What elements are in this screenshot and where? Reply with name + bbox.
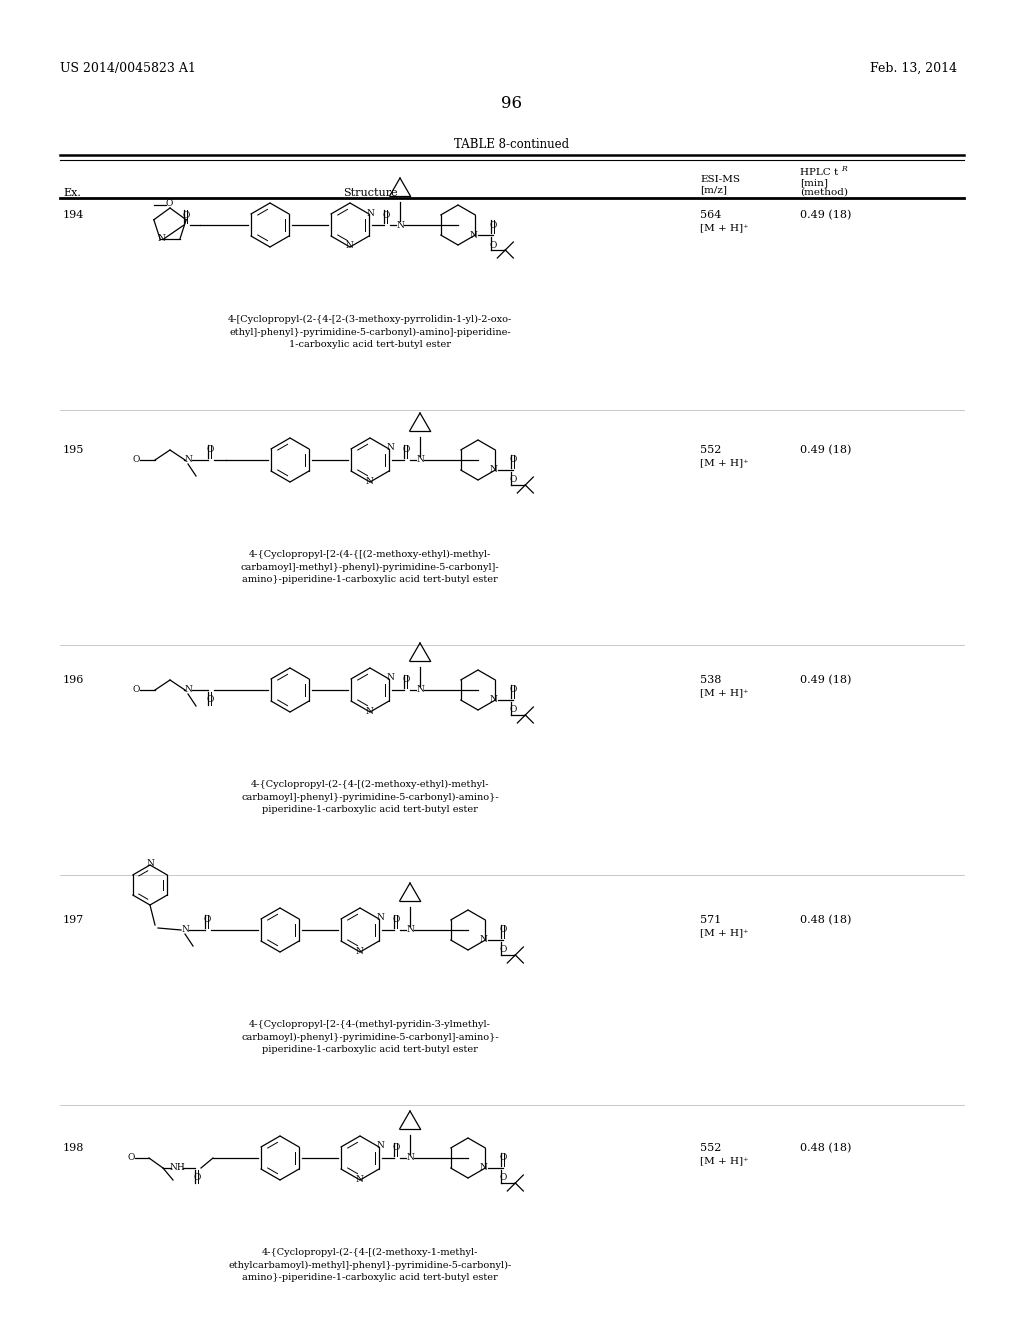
- Text: 194: 194: [63, 210, 84, 220]
- Text: Feb. 13, 2014: Feb. 13, 2014: [870, 62, 957, 75]
- Text: 0.49 (18): 0.49 (18): [800, 675, 851, 685]
- Text: N: N: [386, 444, 394, 453]
- Text: O: O: [510, 685, 517, 694]
- Text: O: O: [165, 199, 173, 209]
- Text: TABLE 8-continued: TABLE 8-continued: [455, 139, 569, 150]
- Text: O: O: [206, 446, 214, 454]
- Text: 198: 198: [63, 1143, 84, 1152]
- Text: O: O: [510, 455, 517, 465]
- Text: [M + H]⁺: [M + H]⁺: [700, 1156, 749, 1166]
- Text: Ex.: Ex.: [63, 187, 81, 198]
- Text: N: N: [184, 455, 191, 465]
- Text: 571: 571: [700, 915, 721, 925]
- Text: US 2014/0045823 A1: US 2014/0045823 A1: [60, 62, 196, 75]
- Text: N: N: [376, 913, 384, 923]
- Text: N: N: [355, 946, 362, 956]
- Text: O: O: [489, 220, 497, 230]
- Text: O: O: [510, 705, 517, 714]
- Text: N: N: [416, 685, 424, 694]
- Text: 552: 552: [700, 445, 721, 455]
- Text: N: N: [366, 477, 373, 486]
- Text: HPLC t: HPLC t: [800, 168, 839, 177]
- Text: N: N: [386, 673, 394, 682]
- Text: [M + H]⁺: [M + H]⁺: [700, 928, 749, 937]
- Text: N: N: [366, 706, 373, 715]
- Text: O: O: [132, 455, 139, 465]
- Text: O: O: [206, 696, 214, 705]
- Text: 96: 96: [502, 95, 522, 112]
- Text: N: N: [157, 234, 165, 243]
- Text: 0.48 (18): 0.48 (18): [800, 915, 851, 925]
- Text: 0.48 (18): 0.48 (18): [800, 1143, 851, 1154]
- Text: [m/z]: [m/z]: [700, 185, 727, 194]
- Text: O: O: [500, 1154, 507, 1163]
- Text: N: N: [479, 1163, 487, 1172]
- Text: (method): (method): [800, 187, 848, 197]
- Text: N: N: [367, 209, 374, 218]
- Text: N: N: [489, 466, 498, 474]
- Text: O: O: [127, 1154, 135, 1163]
- Text: O: O: [402, 446, 410, 454]
- Text: N: N: [469, 231, 477, 239]
- Text: O: O: [132, 685, 139, 694]
- Text: 195: 195: [63, 445, 84, 455]
- Text: 564: 564: [700, 210, 721, 220]
- Text: O: O: [500, 925, 507, 935]
- Text: 0.49 (18): 0.49 (18): [800, 445, 851, 455]
- Text: N: N: [479, 936, 487, 945]
- Text: 552: 552: [700, 1143, 721, 1152]
- Text: 4-{Cyclopropyl-(2-{4-[(2-methoxy-ethyl)-methyl-
carbamoyl]-phenyl}-pyrimidine-5-: 4-{Cyclopropyl-(2-{4-[(2-methoxy-ethyl)-…: [242, 780, 499, 814]
- Text: O: O: [392, 1143, 399, 1152]
- Text: O: O: [402, 676, 410, 685]
- Text: 4-{Cyclopropyl-[2-{4-(methyl-pyridin-3-ylmethyl-
carbamoyl)-phenyl}-pyrimidine-5: 4-{Cyclopropyl-[2-{4-(methyl-pyridin-3-y…: [242, 1020, 499, 1055]
- Text: N: N: [396, 220, 403, 230]
- Text: O: O: [510, 475, 517, 484]
- Text: 4-{Cyclopropyl-[2-(4-{[(2-methoxy-ethyl)-methyl-
carbamoyl]-methyl}-phenyl)-pyri: 4-{Cyclopropyl-[2-(4-{[(2-methoxy-ethyl)…: [241, 550, 500, 585]
- Text: O: O: [382, 210, 390, 219]
- Text: NH: NH: [169, 1163, 185, 1172]
- Text: 4-{Cyclopropyl-(2-{4-[(2-methoxy-1-methyl-
ethylcarbamoyl)-methyl]-phenyl}-pyrim: 4-{Cyclopropyl-(2-{4-[(2-methoxy-1-methy…: [228, 1247, 512, 1282]
- Text: R: R: [841, 165, 847, 173]
- Text: 197: 197: [63, 915, 84, 925]
- Text: N: N: [181, 925, 189, 935]
- Text: N: N: [407, 1154, 414, 1163]
- Text: 0.49 (18): 0.49 (18): [800, 210, 851, 220]
- Text: [M + H]⁺: [M + H]⁺: [700, 458, 749, 467]
- Text: [min]: [min]: [800, 178, 828, 187]
- Text: O: O: [500, 945, 507, 954]
- Text: N: N: [184, 685, 191, 694]
- Text: O: O: [392, 916, 399, 924]
- Text: N: N: [355, 1175, 362, 1184]
- Text: N: N: [416, 455, 424, 465]
- Text: O: O: [204, 916, 211, 924]
- Text: N: N: [146, 858, 154, 867]
- Text: [M + H]⁺: [M + H]⁺: [700, 223, 749, 232]
- Text: 196: 196: [63, 675, 84, 685]
- Text: 4-[Cyclopropyl-(2-{4-[2-(3-methoxy-pyrrolidin-1-yl)-2-oxo-
ethyl]-phenyl}-pyrimi: 4-[Cyclopropyl-(2-{4-[2-(3-methoxy-pyrro…: [228, 315, 512, 350]
- Text: ESI-MS: ESI-MS: [700, 176, 740, 183]
- Text: O: O: [194, 1173, 201, 1183]
- Text: Structure: Structure: [343, 187, 397, 198]
- Text: N: N: [489, 696, 498, 705]
- Text: [M + H]⁺: [M + H]⁺: [700, 688, 749, 697]
- Text: O: O: [489, 240, 497, 249]
- Text: 538: 538: [700, 675, 721, 685]
- Text: O: O: [182, 210, 189, 219]
- Text: N: N: [407, 925, 414, 935]
- Text: N: N: [345, 242, 353, 251]
- Text: O: O: [500, 1173, 507, 1183]
- Text: N: N: [376, 1142, 384, 1151]
